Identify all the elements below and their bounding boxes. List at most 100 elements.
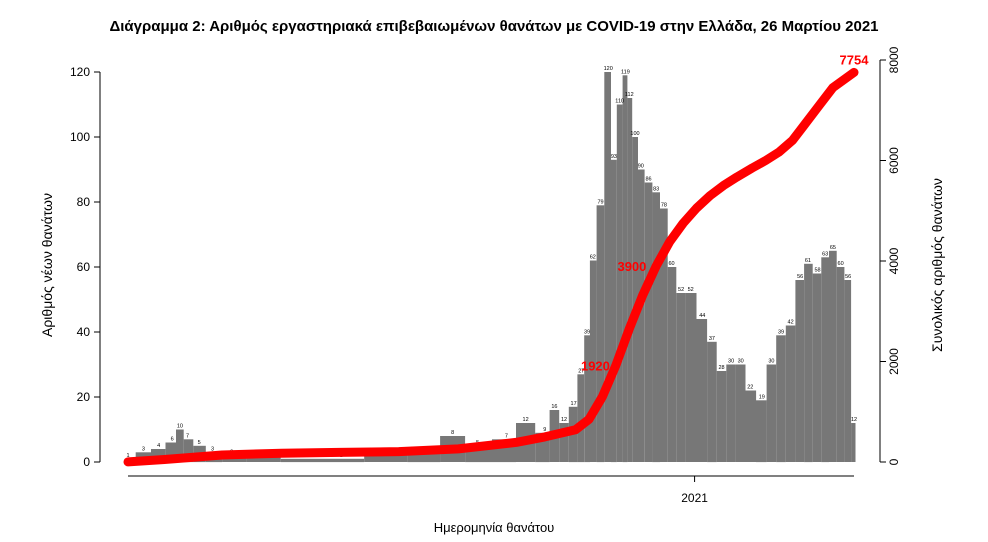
daily-bar-2020-04-08 — [176, 429, 184, 462]
chart-title: Διάγραμμα 2: Αριθμός εργαστηριακά επιβεβ… — [109, 18, 879, 35]
daily-bar-2020-11-26 — [622, 75, 628, 463]
daily-bar-2021-03-22 — [844, 280, 852, 462]
daily-bar-label-2020-03-28: 4 — [157, 443, 160, 449]
daily-bar-2020-12-25 — [676, 293, 686, 462]
daily-bar-2020-11-03 — [577, 374, 585, 463]
daily-bar-label-2020-12-30: 52 — [688, 287, 694, 293]
daily-bar-label-2021-02-20: 42 — [788, 320, 794, 326]
annotation-7754: 7754 — [840, 52, 870, 67]
daily-bar-label-2020-11-06: 39 — [584, 329, 590, 335]
daily-bar-label-2020-12-25: 52 — [678, 287, 684, 293]
daily-bar-label-2021-03-06: 58 — [814, 268, 820, 274]
daily-bar-2020-05-20 — [246, 455, 281, 462]
daily-bar-label-2021-01-30: 22 — [747, 385, 753, 391]
daily-bar-2021-01-30 — [745, 390, 757, 462]
daily-bar-label-2020-04-25: 3 — [211, 446, 214, 452]
daily-bar-2020-07-01 — [321, 458, 365, 463]
y-left-tick-label-60: 60 — [77, 260, 91, 274]
daily-bar-2021-01-20 — [726, 364, 736, 462]
daily-bar-label-2021-03-01: 61 — [805, 258, 811, 264]
daily-bar-2020-11-13 — [596, 205, 605, 463]
daily-bar-2021-02-10 — [766, 364, 777, 462]
daily-bar-2020-12-01 — [632, 137, 638, 462]
y-right-tick-label-0: 0 — [887, 458, 901, 465]
daily-bar-label-2021-03-22: 56 — [845, 274, 851, 280]
daily-bar-label-2020-10-20: 16 — [551, 404, 557, 410]
daily-bar-label-2020-12-16: 78 — [661, 203, 667, 209]
daily-bar-label-2021-03-25: 12 — [851, 417, 857, 423]
daily-bar-2021-02-25 — [795, 280, 804, 462]
daily-bar-label-2020-12-01: 100 — [630, 131, 639, 137]
daily-bar-label-2020-04-12: 7 — [186, 433, 189, 439]
daily-bar-label-2020-11-26: 119 — [621, 69, 630, 75]
daily-bar-2021-03-25 — [851, 423, 856, 462]
daily-bar-2021-03-10 — [821, 257, 829, 463]
daily-bar-2020-08-15 — [407, 452, 441, 463]
daily-bar-2020-12-30 — [685, 293, 697, 462]
daily-bar-label-2021-02-10: 30 — [768, 359, 774, 365]
daily-bar-label-2021-01-05: 44 — [699, 313, 705, 319]
y-left-tick-label-0: 0 — [83, 455, 90, 469]
y-left-tick-label-20: 20 — [77, 390, 91, 404]
daily-bar-2021-01-10 — [707, 341, 717, 463]
daily-bar-2020-12-12 — [652, 192, 660, 463]
daily-bar-2020-12-04 — [637, 169, 645, 462]
daily-bar-2021-03-18 — [836, 267, 845, 462]
daily-bar-2020-04-04 — [165, 442, 177, 462]
daily-bar-2020-11-17 — [604, 72, 611, 462]
daily-bar-label-2020-12-04: 90 — [638, 164, 644, 170]
daily-bar-label-2020-11-17: 120 — [604, 66, 613, 72]
daily-bar-label-2021-01-25: 30 — [738, 359, 744, 365]
cumulative-deaths-series — [123, 67, 859, 467]
annotation-1920: 1920 — [581, 359, 610, 374]
daily-bar-2020-12-16 — [660, 208, 668, 462]
daily-bar-2021-03-01 — [804, 263, 813, 463]
daily-bar-label-2020-03-20: 3 — [142, 446, 145, 452]
daily-bar-label-2020-10-05: 12 — [523, 417, 529, 423]
daily-bar-label-2020-04-08: 10 — [177, 424, 183, 430]
daily-bar-label-2020-10-30: 17 — [571, 401, 577, 407]
daily-bar-2020-10-25 — [559, 423, 569, 462]
x-axis-label: Ημερομηνία θανάτου — [433, 520, 555, 535]
chart-axes: 0 20 40 60 80 100 120 0 2000 4000 6000 8000 2021 — [70, 46, 901, 505]
x-tick-label-2021: 2021 — [681, 491, 708, 505]
daily-bar-label-2021-01-15: 28 — [718, 365, 724, 371]
y-left-tick-label-80: 80 — [77, 195, 91, 209]
y-left-tick-label-100: 100 — [70, 130, 90, 144]
y-right-tick-label-8000: 8000 — [887, 46, 901, 73]
daily-bar-label-2020-04-18: 5 — [198, 440, 201, 446]
daily-bar-label-2020-11-03: 27 — [578, 368, 584, 374]
annotation-3900: 3900 — [617, 259, 646, 274]
daily-bar-label-2020-12-20: 60 — [668, 261, 674, 267]
daily-bar-label-2020-12-12: 83 — [653, 186, 659, 192]
daily-bar-2020-11-09 — [589, 260, 597, 462]
daily-bar-label-2021-02-05: 19 — [759, 394, 765, 400]
daily-bar-2021-01-25 — [735, 364, 746, 462]
daily-bar-2021-02-05 — [756, 400, 767, 463]
daily-bar-label-2021-01-20: 30 — [728, 359, 734, 365]
y-right-tick-label-6000: 6000 — [887, 147, 901, 174]
daily-bar-label-2020-10-25: 12 — [561, 417, 567, 423]
daily-bar-label-2021-01-10: 37 — [709, 336, 715, 342]
daily-bar-label-2020-11-20: 93 — [611, 154, 617, 160]
daily-bar-label-2020-12-08: 86 — [645, 177, 651, 183]
daily-bar-2021-01-15 — [716, 371, 727, 462]
daily-bar-2020-11-28 — [627, 98, 633, 462]
daily-bar-2020-11-20 — [611, 159, 617, 463]
daily-bar-label-2021-03-10: 63 — [822, 251, 828, 257]
daily-deaths-series — [126, 72, 856, 463]
daily-bar-label-2020-11-23: 110 — [615, 99, 624, 105]
daily-bar-2020-12-20 — [667, 267, 677, 462]
daily-bar-label-2021-02-15: 39 — [778, 329, 784, 335]
cumulative-annotations: 1920 3900 7754 — [581, 52, 869, 373]
daily-bar-2021-02-15 — [776, 335, 786, 463]
daily-bar-label-2020-11-13: 79 — [597, 199, 603, 205]
daily-bar-label-2020-11-09: 62 — [590, 255, 596, 261]
daily-bar-label-2020-09-25: 7 — [505, 433, 508, 439]
daily-bar-2021-03-06 — [812, 273, 822, 462]
daily-bar-2020-11-06 — [584, 335, 590, 463]
daily-bar-label-2021-03-14: 65 — [830, 245, 836, 251]
daily-bar-2020-04-12 — [183, 439, 194, 463]
